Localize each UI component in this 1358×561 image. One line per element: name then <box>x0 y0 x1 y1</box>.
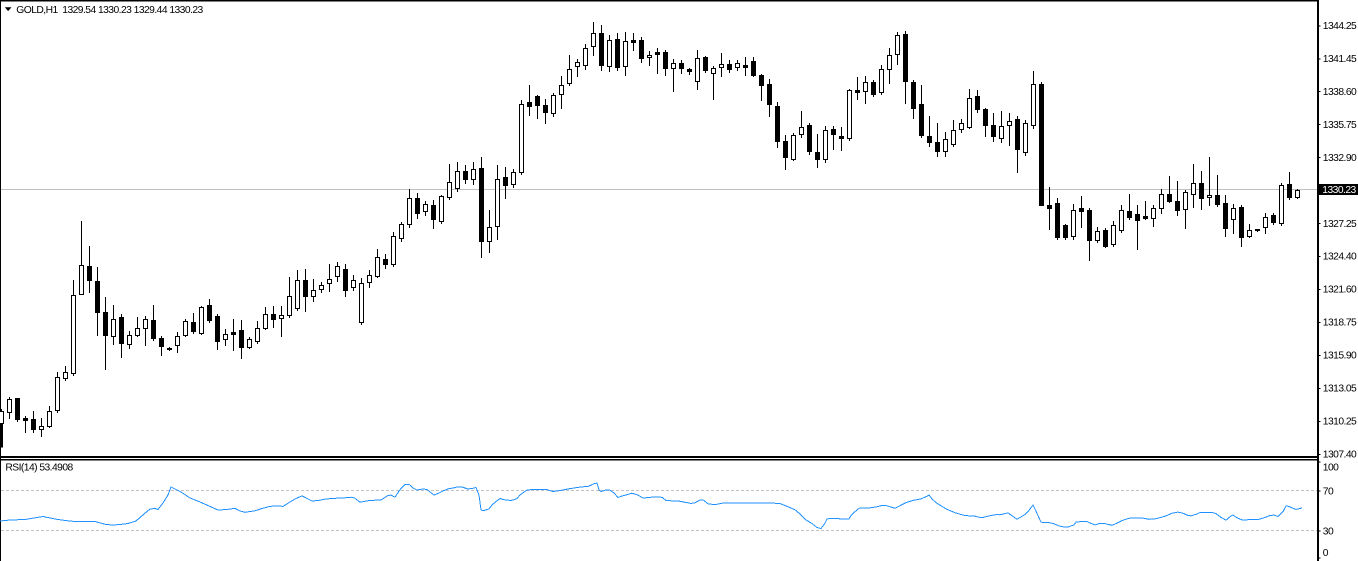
svg-text:0: 0 <box>1323 548 1329 559</box>
svg-text:1321.60: 1321.60 <box>1323 285 1357 296</box>
svg-text:1338.60: 1338.60 <box>1323 87 1357 98</box>
svg-text:1313.05: 1313.05 <box>1323 384 1357 395</box>
svg-text:1327.25: 1327.25 <box>1323 219 1357 230</box>
svg-text:1310.25: 1310.25 <box>1323 417 1357 428</box>
svg-text:1330.23: 1330.23 <box>1322 185 1356 196</box>
svg-text:1315.90: 1315.90 <box>1323 351 1357 362</box>
svg-text:70: 70 <box>1323 487 1334 498</box>
svg-text:1335.75: 1335.75 <box>1323 120 1357 131</box>
svg-text:1344.25: 1344.25 <box>1323 21 1357 32</box>
svg-text:1341.45: 1341.45 <box>1323 54 1357 65</box>
svg-text:1324.40: 1324.40 <box>1323 252 1357 263</box>
svg-text:RSI(14) 53.4908: RSI(14) 53.4908 <box>5 463 73 474</box>
svg-text:30: 30 <box>1323 527 1334 538</box>
svg-text:1318.75: 1318.75 <box>1323 318 1357 329</box>
svg-text:1332.90: 1332.90 <box>1323 153 1357 164</box>
svg-text:GOLD,H1 1329.54 1330.23 1329.: GOLD,H1 1329.54 1330.23 1329.44 1330.23 <box>16 5 203 16</box>
svg-text:1307.40: 1307.40 <box>1323 450 1357 461</box>
svg-text:100: 100 <box>1323 462 1339 473</box>
